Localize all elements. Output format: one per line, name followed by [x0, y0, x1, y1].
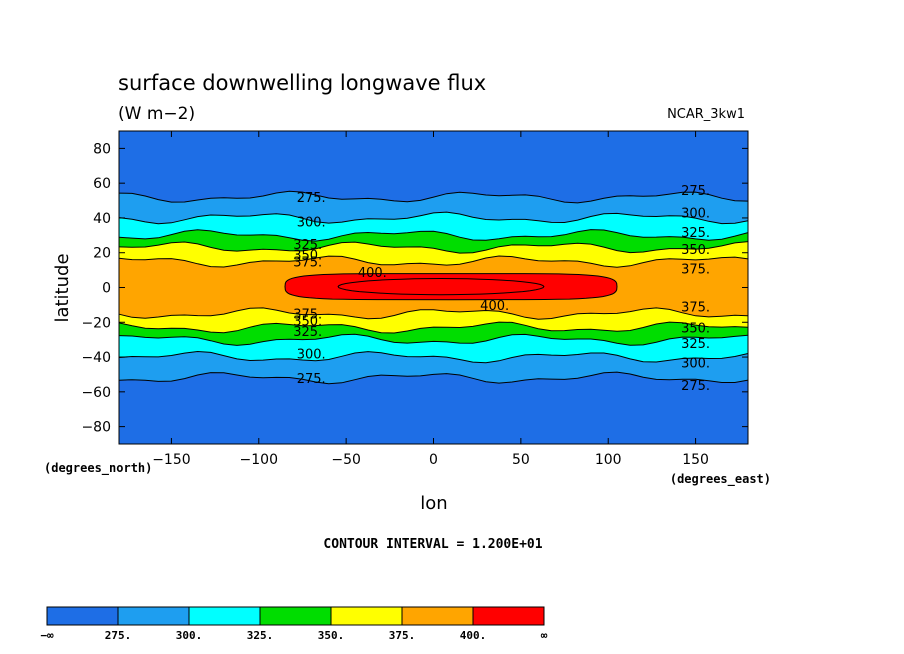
contour-label: 325.: [681, 337, 710, 352]
contour-300-south: [118, 350, 749, 364]
y-tick-label: −40: [81, 350, 111, 366]
chart-title: surface downwelling longwave flux: [118, 71, 486, 95]
contour-labels: 275.300.325.350.375.400.400.375.350.325.…: [293, 184, 710, 394]
x-tick-label: 50: [512, 452, 530, 468]
y-tick-label: 40: [93, 211, 111, 227]
y-axis-units: (degrees_north): [44, 461, 152, 476]
contour-label: 400.: [358, 266, 387, 281]
x-tick-label: −150: [152, 452, 190, 468]
contour-label: 400.: [480, 299, 509, 314]
colorbar-label: 325.: [247, 629, 274, 642]
contour-label: 325.: [293, 325, 322, 340]
contour-label: 300.: [297, 215, 326, 230]
contour-label: 375.: [681, 301, 710, 316]
contour-350-north: [118, 241, 749, 254]
y-tick-label: 60: [93, 176, 111, 192]
colorbar-label: 375.: [389, 629, 416, 642]
colorbar-swatch: [259, 606, 332, 626]
contour-350-south: [118, 321, 749, 334]
x-axis-label: lon: [420, 493, 447, 514]
x-axis: −150 −100 −50 0 50 100 150: [152, 131, 709, 468]
contour-275-south: [118, 371, 749, 385]
colorbar-swatch: [188, 606, 261, 626]
colorbar-label: 300.: [176, 629, 203, 642]
contour-label: 325.: [681, 226, 710, 241]
contour-label: 375.: [293, 308, 322, 323]
colorbar-label: ∞: [541, 629, 548, 642]
x-tick-label: −100: [240, 452, 278, 468]
contour-label: 350.: [293, 248, 322, 263]
contour-275-north: [118, 190, 749, 204]
colorbar: −∞ 275. 300. 325. 350. 375. 400. ∞: [40, 606, 548, 642]
band-400: [284, 273, 618, 301]
x-tick-label: 0: [429, 452, 438, 468]
contour-label: 350.: [293, 315, 322, 330]
contour-inner-warm-pool: [337, 277, 545, 296]
colorbar-label: 275.: [105, 629, 132, 642]
x-tick-label: −50: [331, 452, 361, 468]
contour-label: 325.: [293, 238, 322, 253]
colorbar-swatch: [117, 606, 190, 626]
colorbar-swatch: [401, 606, 474, 626]
x-tick-label: 150: [682, 452, 709, 468]
contour-label: 300.: [681, 207, 710, 222]
contour-375-south: [118, 307, 749, 320]
y-tick-label: 80: [93, 141, 111, 157]
plot-area: [119, 131, 748, 444]
contour-325-north: [118, 229, 749, 242]
contour-lines: [118, 190, 749, 385]
colorbar-label: 350.: [318, 629, 345, 642]
contour-label: 375.: [293, 255, 322, 270]
y-axis-label: latitude: [52, 253, 73, 322]
contour-label: 275.: [297, 191, 326, 206]
y-tick-label: −80: [81, 420, 111, 436]
y-tick-label: −60: [81, 385, 111, 401]
colorbar-swatch: [46, 606, 119, 626]
chart-units: (W m−2): [118, 104, 195, 124]
contour-label: 300.: [297, 348, 326, 363]
contour-label: 275.: [297, 372, 326, 387]
contour-label: 275.: [681, 184, 710, 199]
y-tick-label: −20: [81, 315, 111, 331]
colorbar-swatch: [472, 606, 545, 626]
y-axis: 80 60 40 20 0 −20 −40 −60 −80: [81, 141, 748, 436]
x-axis-units: (degrees_east): [670, 472, 771, 487]
colorbar-label: 400.: [460, 629, 487, 642]
colorbar-label: −∞: [40, 629, 54, 642]
contour-interval-note: CONTOUR INTERVAL = 1.200E+01: [323, 537, 542, 552]
contour-375-north: [118, 255, 749, 268]
contour-label: 300.: [681, 356, 710, 371]
contour-label: 350.: [681, 243, 710, 258]
contour-325-south: [118, 333, 749, 346]
y-tick-label: 20: [93, 246, 111, 262]
contour-label: 375.: [681, 262, 710, 277]
contour-300-north: [118, 211, 749, 225]
contour-label: 350.: [681, 321, 710, 336]
y-tick-label: 0: [102, 281, 111, 297]
x-tick-label: 100: [595, 452, 622, 468]
contour-label: 275.: [681, 379, 710, 394]
colorbar-swatch: [330, 606, 403, 626]
model-label: NCAR_3kw1: [667, 107, 745, 122]
